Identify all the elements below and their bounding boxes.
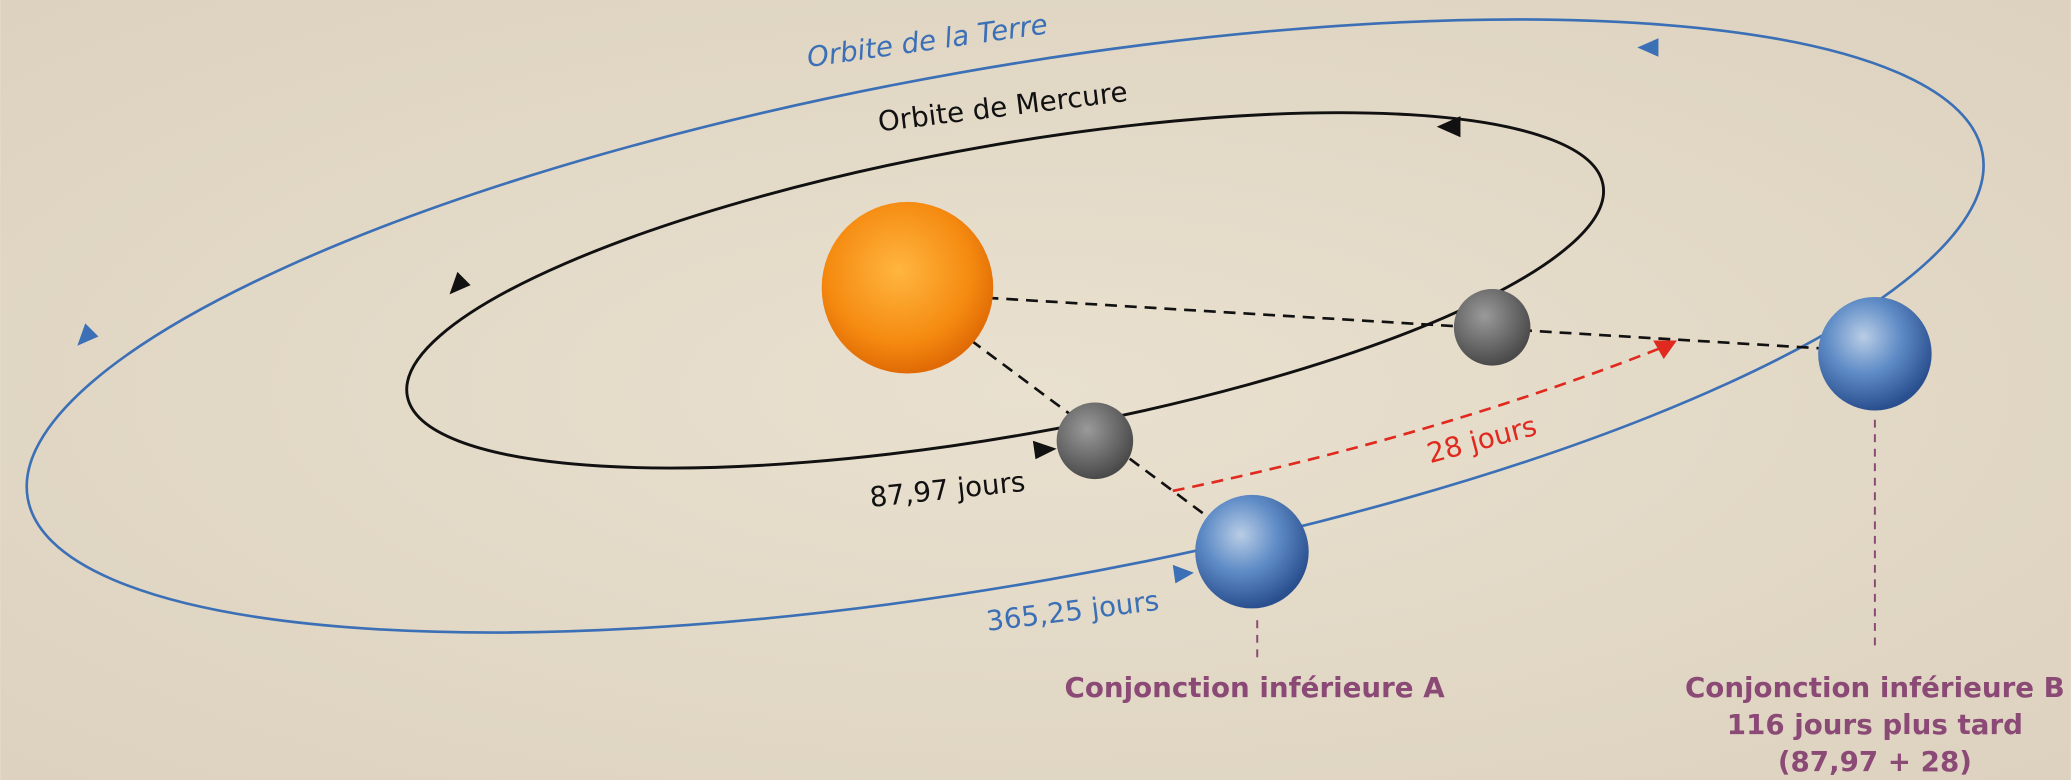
conjunction-label: Conjonction inférieure B [1685,671,2065,704]
sun [822,202,994,374]
page: {"labels": {"earth_orbit": "Orbite de la… [0,0,2071,780]
earth [1818,297,1932,411]
conjunction-label: 116 jours plus tard [1727,708,2023,741]
conjunction-label: (87,97 + 28) [1778,745,1972,778]
mercury [1057,403,1134,480]
diagram: Orbite de la Terre Orbite de Mercure 87,… [0,0,2071,780]
earth [1195,495,1309,609]
mercury [1454,289,1531,366]
conjunction-label: Conjonction inférieure A [1065,671,1446,704]
